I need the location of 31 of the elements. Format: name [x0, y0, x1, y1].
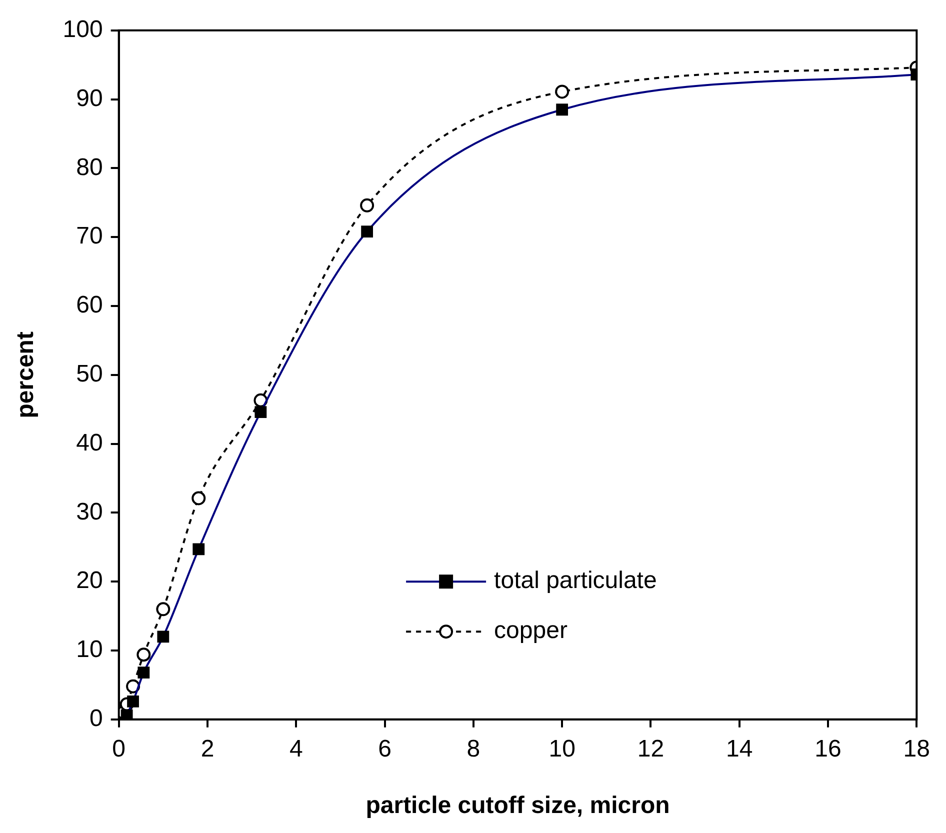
y-tick-label: 30 — [76, 498, 103, 526]
x-tick-label: 4 — [289, 735, 303, 762]
x-tick-label: 8 — [466, 735, 480, 762]
x-axis-title: particle cutoff size, micron — [366, 792, 670, 820]
y-tick-label: 80 — [76, 154, 103, 181]
point — [555, 84, 570, 99]
x-tick-label: 6 — [378, 735, 392, 762]
x-tick-label: 12 — [637, 735, 664, 762]
point — [192, 491, 206, 506]
point — [136, 648, 151, 662]
x-tick-label: 10 — [548, 735, 576, 762]
legend-label: total particulate — [494, 567, 657, 594]
y-tick-label: 20 — [76, 567, 103, 594]
x-tick-label: 0 — [112, 735, 126, 762]
y-tick-label: 60 — [76, 292, 103, 319]
point — [360, 198, 374, 212]
y-tick-label: 70 — [76, 222, 103, 250]
y-tick-label: 0 — [89, 705, 103, 732]
x-tick-label: 2 — [200, 735, 214, 762]
point — [126, 679, 140, 694]
y-tick-label: 50 — [76, 360, 103, 388]
point — [156, 602, 170, 616]
y-tick-label: 100 — [62, 16, 103, 44]
x-tick-label: 14 — [726, 735, 753, 762]
legend-label: copper — [494, 617, 568, 644]
x-tick-label: 18 — [903, 735, 930, 762]
y-tick-label: 90 — [76, 84, 103, 112]
y-axis-title: percent — [12, 332, 40, 418]
x-tick-label: 16 — [814, 735, 842, 762]
y-tick-label: 40 — [76, 429, 103, 456]
y-tick-label: 10 — [76, 636, 103, 664]
